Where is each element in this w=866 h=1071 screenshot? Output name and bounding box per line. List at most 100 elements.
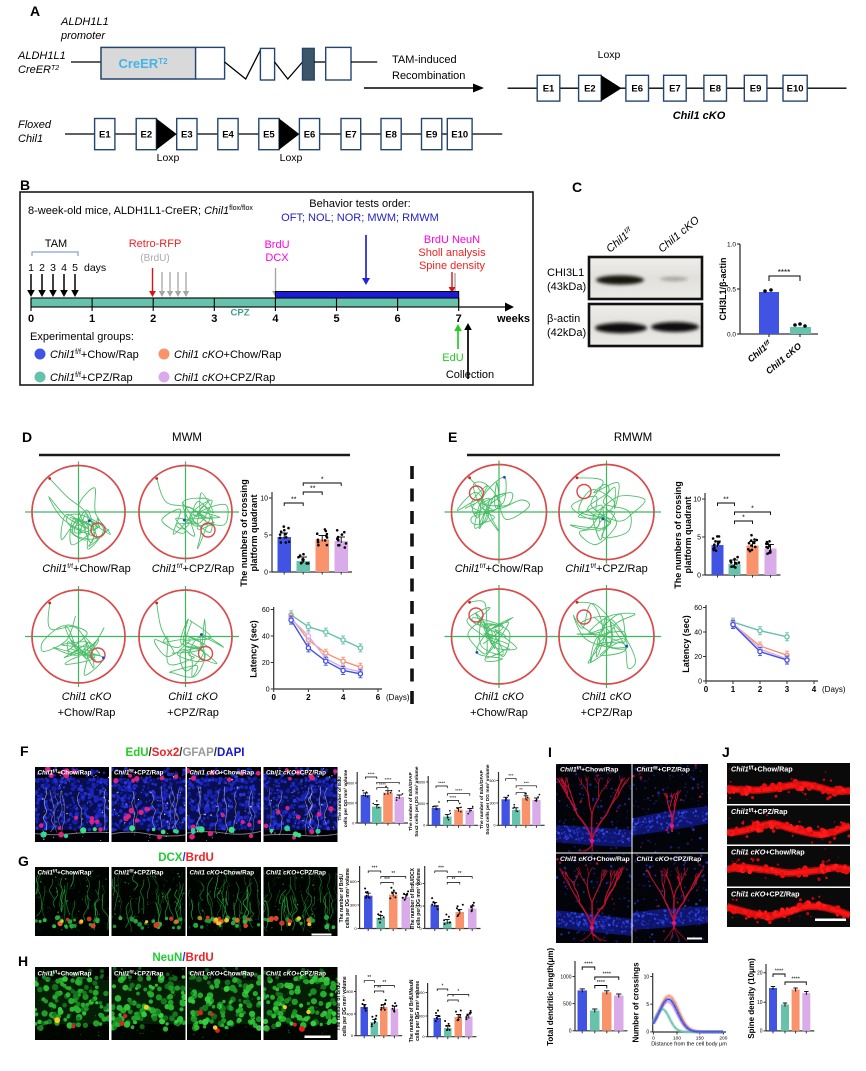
svg-text:F: F xyxy=(20,743,29,759)
svg-text:1: 1 xyxy=(89,313,95,325)
svg-text:3: 3 xyxy=(50,262,56,274)
svg-text:Loxp: Loxp xyxy=(280,152,303,164)
svg-text:Distance from the cell body μm: Distance from the cell body μm xyxy=(651,1042,727,1048)
svg-text:EdU/Sox2/GFAP/DAPI: EdU/Sox2/GFAP/DAPI xyxy=(126,747,245,759)
svg-text:0: 0 xyxy=(760,1029,763,1035)
svg-text:**: ** xyxy=(452,877,456,883)
svg-text:OFT; NOL; NOR; MWM; RMWM: OFT; NOL; NOR; MWM; RMWM xyxy=(281,212,439,224)
svg-text:E9: E9 xyxy=(750,84,762,95)
svg-text:Chil1 cKO: Chil1 cKO xyxy=(582,691,632,703)
svg-text:TAM-induced: TAM-induced xyxy=(392,54,457,66)
svg-text:MWM: MWM xyxy=(172,432,202,444)
svg-text:4: 4 xyxy=(61,262,67,274)
svg-text:Chil1f/f+CPZ/Rap: Chil1f/f+CPZ/Rap xyxy=(114,769,164,777)
svg-text:Floxed: Floxed xyxy=(18,119,52,131)
svg-text:E7: E7 xyxy=(669,84,681,95)
svg-text:****: **** xyxy=(379,782,386,787)
svg-text:20: 20 xyxy=(694,654,702,661)
svg-text:Behavior tests order:: Behavior tests order: xyxy=(309,198,411,210)
svg-text:60: 60 xyxy=(694,605,702,612)
svg-text:****: **** xyxy=(584,962,593,968)
svg-text:7: 7 xyxy=(456,313,462,325)
svg-text:DCX: DCX xyxy=(265,252,289,264)
svg-text:Spine density: Spine density xyxy=(419,260,486,272)
svg-text:RMWM: RMWM xyxy=(614,432,652,444)
svg-text:1000: 1000 xyxy=(560,974,571,980)
svg-text:0: 0 xyxy=(697,573,701,580)
svg-text:10: 10 xyxy=(757,1000,763,1006)
svg-text:0: 0 xyxy=(569,1029,572,1035)
svg-text:****: **** xyxy=(597,980,606,986)
svg-text:0: 0 xyxy=(494,824,496,828)
svg-text:Chil1 cKO+CPZ/Rap: Chil1 cKO+CPZ/Rap xyxy=(174,372,275,384)
svg-text:Chil1 cKO+Chow/Rap: Chil1 cKO+Chow/Rap xyxy=(190,971,255,978)
svg-text:**: ** xyxy=(310,486,316,493)
svg-text:Chil1 cKO+CPZ/Rap: Chil1 cKO+CPZ/Rap xyxy=(637,856,702,863)
svg-text:**: ** xyxy=(377,986,381,992)
svg-text:*: * xyxy=(442,984,444,990)
svg-text:Chil1f/f+Chow/Rap: Chil1f/f+Chow/Rap xyxy=(38,869,92,877)
svg-text:5: 5 xyxy=(646,1002,649,1008)
svg-text:10: 10 xyxy=(260,496,268,503)
svg-text:E8: E8 xyxy=(709,84,721,95)
svg-text:(BrdU): (BrdU) xyxy=(140,253,169,264)
svg-text:CPZ: CPZ xyxy=(231,308,250,319)
svg-text:300: 300 xyxy=(350,902,357,907)
svg-text:E6: E6 xyxy=(631,84,643,95)
svg-text:cells per DG mm³ volume: cells per DG mm³ volume xyxy=(343,769,349,827)
svg-text:Loxp: Loxp xyxy=(598,49,621,61)
svg-text:Chil1 cKO+CPZ/Rap: Chil1 cKO+CPZ/Rap xyxy=(731,890,800,899)
svg-text:E2: E2 xyxy=(584,84,596,95)
svg-text:40: 40 xyxy=(694,630,702,637)
svg-text:Spine density (10μm): Spine density (10μm) xyxy=(747,958,756,1039)
svg-text:**: ** xyxy=(723,497,729,504)
svg-text:Latency (sec): Latency (sec) xyxy=(249,620,259,678)
svg-text:days: days xyxy=(84,262,106,274)
svg-text:Experimental groups:: Experimental groups: xyxy=(30,331,134,343)
svg-text:The number of EdU/GFAP: The number of EdU/GFAP xyxy=(479,769,485,828)
svg-text:***: *** xyxy=(524,780,530,785)
svg-text:Chil1f/f+Chow/Rap: Chil1f/f+Chow/Rap xyxy=(731,765,793,774)
svg-text:***: *** xyxy=(508,773,514,778)
svg-text:E8: E8 xyxy=(385,130,397,141)
svg-text:H: H xyxy=(18,953,28,969)
svg-text:5: 5 xyxy=(697,535,701,542)
svg-text:8-week-old mice, ALDH1L1-CreER: 8-week-old mice, ALDH1L1-CreER; Chil1flo… xyxy=(28,205,253,217)
svg-text:E4: E4 xyxy=(222,130,234,141)
svg-text:40: 40 xyxy=(262,634,270,641)
svg-text:Chil1f/f+Chow/Rap: Chil1f/f+Chow/Rap xyxy=(38,970,92,978)
svg-text:(Days): (Days) xyxy=(386,693,410,702)
svg-text:0: 0 xyxy=(266,687,270,694)
svg-text:Chil1f/f+CPZ/Rap: Chil1f/f+CPZ/Rap xyxy=(114,970,164,978)
svg-text:4: 4 xyxy=(812,685,817,694)
svg-text:+CPZ/Rap: +CPZ/Rap xyxy=(167,707,219,719)
svg-text:600: 600 xyxy=(350,879,357,884)
svg-text:CHI3L1/β-actin: CHI3L1/β-actin xyxy=(718,257,728,320)
svg-text:Chil1f/f+Chow/Rap: Chil1f/f+Chow/Rap xyxy=(42,563,131,575)
svg-text:A: A xyxy=(30,3,40,19)
svg-text:****: **** xyxy=(449,795,456,800)
svg-text:cells per DG mm³ volume: cells per DG mm³ volume xyxy=(342,976,348,1036)
svg-text:Chil1f/f+CPZ/Rap: Chil1f/f+CPZ/Rap xyxy=(637,766,690,774)
svg-text:Chil1 cKO: Chil1 cKO xyxy=(168,691,218,703)
svg-text:20: 20 xyxy=(757,971,763,977)
svg-text:+Chow/Rap: +Chow/Rap xyxy=(58,707,116,719)
svg-text:The numbers of crossing: The numbers of crossing xyxy=(239,479,249,587)
svg-text:****: **** xyxy=(438,781,445,786)
svg-text:E6: E6 xyxy=(304,130,316,141)
svg-text:Chil1 cKO: Chil1 cKO xyxy=(474,691,524,703)
svg-text:cells per DG mm³ volume: cells per DG mm³ volume xyxy=(345,868,351,928)
svg-text:E5: E5 xyxy=(263,130,275,141)
svg-text:**: ** xyxy=(291,497,297,504)
svg-text:*: * xyxy=(742,515,745,522)
svg-text:I: I xyxy=(548,744,552,760)
svg-text:**: ** xyxy=(367,975,371,981)
svg-text:E7: E7 xyxy=(345,130,357,141)
svg-text:*: * xyxy=(321,477,324,484)
svg-text:**: ** xyxy=(391,871,395,877)
svg-text:+Chow/Rap: +Chow/Rap xyxy=(470,707,528,719)
svg-text:1: 1 xyxy=(28,262,34,274)
svg-text:The number of EdU: The number of EdU xyxy=(337,776,343,821)
svg-text:4: 4 xyxy=(341,693,346,702)
svg-text:E2: E2 xyxy=(140,130,152,141)
